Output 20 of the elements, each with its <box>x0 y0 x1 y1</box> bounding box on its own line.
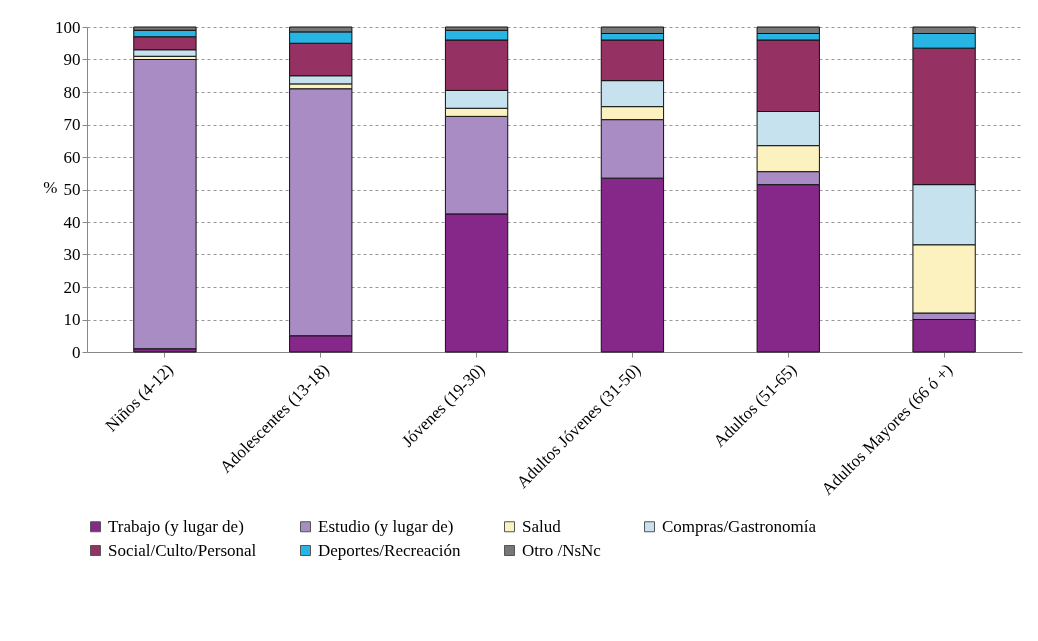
y-tick-label: 40 <box>63 212 81 232</box>
legend-label: Salud <box>522 516 562 536</box>
legend-label: Social/Culto/Personal <box>108 540 257 560</box>
y-tick-label: 30 <box>63 245 81 264</box>
legend-label: Otro /NsNc <box>522 540 602 560</box>
y-tick-label: 20 <box>63 277 81 297</box>
legend-label: Deportes/Recreación <box>318 540 462 560</box>
y-tick-label: 100 <box>55 17 81 37</box>
y-tick-label: 0 <box>72 342 81 362</box>
y-tick-label: 60 <box>63 147 81 167</box>
y-tick-label: 50 <box>63 180 81 199</box>
legend-label: Estudio (y lugar de) <box>318 516 454 536</box>
y-tick-label: 90 <box>63 50 81 69</box>
bar <box>133 59 197 350</box>
legend-label: Compras/Gastronomía <box>662 516 817 536</box>
y-tick-label: 70 <box>63 115 81 134</box>
legend-label: Trabajo (y lugar de) <box>108 516 244 536</box>
y-axis-title: % <box>43 177 58 197</box>
y-tick-label: 10 <box>63 310 81 329</box>
y-tick-label: 80 <box>63 82 81 102</box>
